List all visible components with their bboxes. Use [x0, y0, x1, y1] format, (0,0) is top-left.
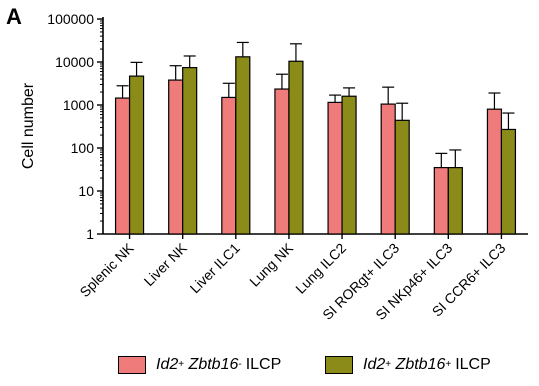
bar — [341, 95, 357, 235]
legend-swatch — [118, 356, 146, 374]
bar — [327, 101, 343, 235]
bar — [128, 75, 145, 235]
panel-label: A — [6, 4, 22, 29]
x-tick-label: Lung ILC2 — [292, 240, 349, 297]
bar — [274, 88, 290, 235]
bars-group — [114, 56, 517, 235]
y-tick-labels: 1 10 100 1000 10000 100000 — [47, 11, 94, 242]
axes — [97, 17, 528, 239]
legend-gene: Zbtb16 — [188, 356, 239, 373]
bar — [221, 96, 237, 235]
y-tick-label: 100 — [71, 140, 95, 156]
legend-suffix: ILCP — [245, 356, 282, 373]
bar — [168, 79, 184, 235]
legend-gene: Id2 — [156, 356, 179, 373]
bar — [182, 67, 198, 235]
bar — [235, 56, 251, 235]
y-tick-label: 100000 — [47, 11, 94, 27]
legend: Id2 + Zbtb16- ILCP Id2 + Zbtb16 + ILCP — [0, 356, 539, 380]
y-tick-label: 10 — [78, 183, 94, 199]
bar — [500, 128, 517, 235]
bar — [486, 108, 503, 235]
bar — [288, 60, 304, 235]
y-tick-label: 1 — [86, 226, 94, 242]
x-tick-label: Liver ILC1 — [186, 240, 243, 297]
y-tick-label: 1000 — [63, 97, 94, 113]
legend-gene: Zbtb16 — [395, 356, 446, 373]
x-tick-label: Liver NK — [141, 239, 191, 289]
legend-gene: Id2 — [363, 356, 386, 373]
x-tick-label: Splenic NK — [76, 239, 137, 300]
legend-swatch — [325, 356, 353, 374]
bar — [380, 103, 396, 235]
bar — [394, 119, 410, 235]
y-tick-label: 10000 — [55, 54, 94, 70]
legend-item-zbtb16-negative: Id2 + Zbtb16- ILCP — [118, 356, 281, 374]
legend-item-zbtb16-positive: Id2 + Zbtb16 + ILCP — [325, 356, 491, 374]
x-tick-label: Lung NK — [246, 239, 296, 289]
error-bars-group — [116, 41, 515, 168]
y-axis-label: Cell number — [20, 82, 37, 169]
bar — [433, 167, 449, 235]
bar — [114, 97, 131, 235]
bar — [447, 167, 463, 235]
legend-suffix: ILCP — [455, 356, 491, 373]
